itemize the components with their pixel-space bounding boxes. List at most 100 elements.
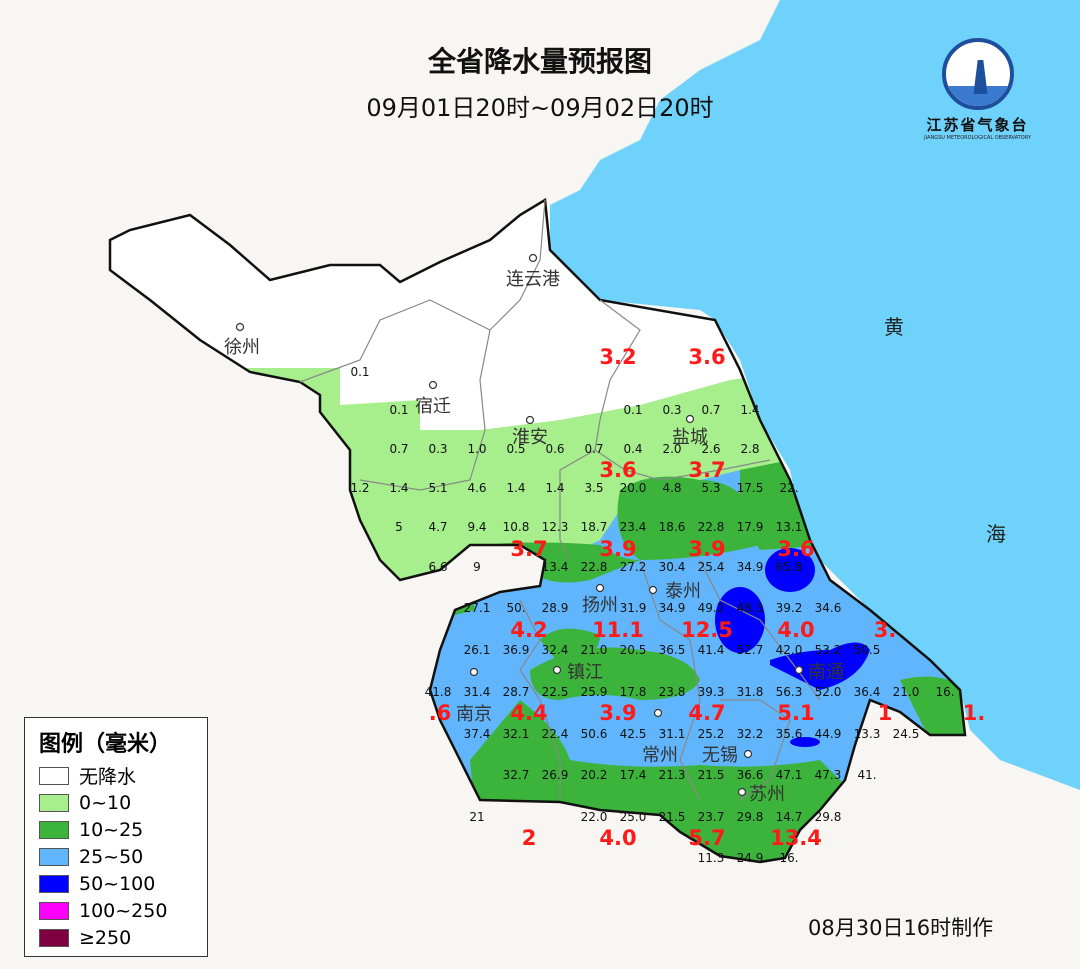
red-value: 3.9 <box>599 701 636 725</box>
station-value: 21.0 <box>893 685 920 699</box>
sea <box>550 0 1080 790</box>
station-value: 21 <box>469 810 484 824</box>
legend-title: 图例（毫米） <box>39 732 172 757</box>
station-value: 1.4 <box>506 481 525 495</box>
red-value: 5.7 <box>688 826 725 850</box>
legend-swatch <box>39 793 69 812</box>
station-value: 23.4 <box>620 520 647 534</box>
station-value: 21.0 <box>581 643 608 657</box>
city-label: 苏州 <box>749 784 785 805</box>
city-dot-icon <box>235 322 245 332</box>
station-value: 41.8 <box>425 685 452 699</box>
station-value: 53.2 <box>815 643 842 657</box>
red-value: 3.9 <box>599 537 636 561</box>
station-value: 0.1 <box>389 403 408 417</box>
red-value: .6 <box>429 701 452 725</box>
city-dot-icon <box>525 415 535 425</box>
station-value: 20.5 <box>620 643 647 657</box>
red-value: 4.0 <box>777 618 814 642</box>
station-value: 56.3 <box>776 685 803 699</box>
station-value: 4.7 <box>428 520 447 534</box>
station-value: 2.8 <box>740 442 759 456</box>
station-value: 0.1 <box>623 403 642 417</box>
station-value: 50.6 <box>581 727 608 741</box>
red-value: 3.6 <box>777 537 814 561</box>
station-value: 22.0 <box>581 810 608 824</box>
station-value: 22. <box>779 481 798 495</box>
legend-swatch <box>39 820 69 839</box>
legend-label: 25~50 <box>79 845 144 868</box>
station-value: 17.4 <box>620 768 647 782</box>
station-value: 41.4 <box>698 643 725 657</box>
station-value: 14.7 <box>776 810 803 824</box>
station-value: 9.4 <box>467 520 486 534</box>
production-time: 08月30日16时制作 <box>808 916 994 940</box>
map-subtitle: 09月01日20时~09月02日20时 <box>366 94 714 122</box>
station-value: 31.1 <box>659 727 686 741</box>
red-value: 3.7 <box>510 537 547 561</box>
red-value: 5.1 <box>777 701 814 725</box>
city-dot-icon <box>743 749 753 759</box>
station-value: 21.5 <box>659 810 686 824</box>
city-label: 宿迁 <box>415 396 451 417</box>
city-dot-icon <box>595 583 605 593</box>
station-value: 2.6 <box>701 442 720 456</box>
station-value: 30.4 <box>659 560 686 574</box>
station-value: 5 <box>395 520 403 534</box>
station-value: 13.3 <box>854 727 881 741</box>
station-value: 36.4 <box>854 685 881 699</box>
city-label: 盐城 <box>672 427 708 448</box>
station-value: 0.3 <box>662 403 681 417</box>
city-label: 无锡 <box>702 745 738 766</box>
city-label: 淮安 <box>512 427 548 448</box>
station-value: 5.3 <box>701 481 720 495</box>
station-value: 35.6 <box>776 727 803 741</box>
red-value: 4.2 <box>510 618 547 642</box>
station-value: 17.8 <box>620 685 647 699</box>
station-value: 36.9 <box>503 643 530 657</box>
legend-label: 无降水 <box>79 766 137 788</box>
station-value: 25.9 <box>581 685 608 699</box>
legend-label: ≥250 <box>79 926 132 949</box>
station-value: 0.7 <box>701 403 720 417</box>
legend-item: 10~25 <box>39 816 193 843</box>
city-dot-icon <box>653 708 663 718</box>
station-value: 25.2 <box>698 727 725 741</box>
station-value: 0.7 <box>389 442 408 456</box>
station-value: 47.3 <box>815 768 842 782</box>
legend-label: 10~25 <box>79 818 144 841</box>
station-value: 10.8 <box>503 520 530 534</box>
station-value: 1.4 <box>545 481 564 495</box>
station-value: 0.5 <box>506 442 525 456</box>
station-value: 25.0 <box>620 810 647 824</box>
station-value: 36.6 <box>737 768 764 782</box>
station-value: 48.3 <box>737 601 764 615</box>
city-dot-icon <box>428 380 438 390</box>
station-value: 22.4 <box>542 727 569 741</box>
red-value: 3.7 <box>688 458 725 482</box>
station-value: 42.0 <box>776 643 803 657</box>
red-value: 3.2 <box>599 345 636 369</box>
city-dot-icon <box>648 585 658 595</box>
station-value: 20.0 <box>620 481 647 495</box>
legend-swatch <box>39 928 69 947</box>
station-value: 22.8 <box>698 520 725 534</box>
station-value: 29.8 <box>737 810 764 824</box>
city-label: 徐州 <box>224 337 260 358</box>
station-value: 37.4 <box>464 727 491 741</box>
station-value: 18.6 <box>659 520 686 534</box>
station-value: 1.4 <box>389 481 408 495</box>
legend-swatch <box>39 901 69 920</box>
station-value: 18.7 <box>581 520 608 534</box>
station-value: 6.6 <box>428 560 447 574</box>
red-value: 4.7 <box>688 701 725 725</box>
legend-item: 25~50 <box>39 843 193 870</box>
legend-item: ≥250 <box>39 924 193 951</box>
station-value: 29.8 <box>815 810 842 824</box>
station-value: 49.2 <box>698 601 725 615</box>
legend-swatch <box>39 874 69 893</box>
red-value: 3.6 <box>688 345 725 369</box>
station-value: 32.2 <box>737 727 764 741</box>
